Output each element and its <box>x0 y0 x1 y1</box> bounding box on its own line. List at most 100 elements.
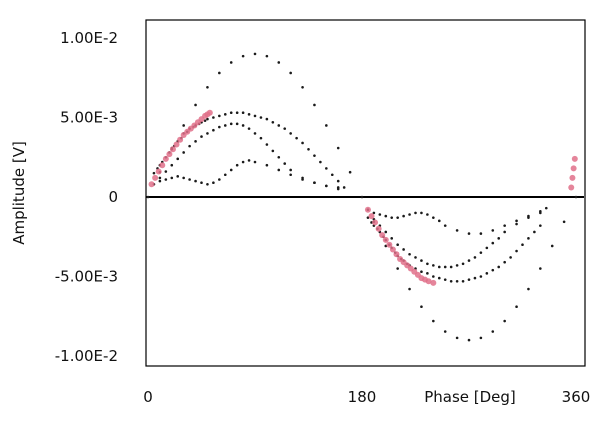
data-point <box>503 260 506 264</box>
data-point <box>527 237 530 240</box>
data-point <box>289 173 292 177</box>
data-point <box>223 173 227 177</box>
data-point <box>539 267 542 270</box>
data-point <box>390 237 394 240</box>
data-point <box>170 176 174 180</box>
data-point <box>437 276 441 280</box>
data-point <box>396 216 399 219</box>
data-point <box>301 85 304 89</box>
data-point <box>241 111 245 115</box>
data-point <box>188 144 191 148</box>
data-point <box>155 168 162 175</box>
data-point <box>408 252 411 256</box>
data-point <box>364 206 371 213</box>
data-point <box>568 184 575 191</box>
data-point <box>393 251 400 258</box>
data-point <box>206 85 209 89</box>
data-point <box>550 244 554 248</box>
data-point <box>307 148 310 151</box>
data-point <box>289 132 292 135</box>
data-point <box>544 206 548 210</box>
data-point <box>235 163 239 167</box>
data-point <box>382 236 389 243</box>
data-point <box>301 141 304 145</box>
data-point <box>437 219 441 223</box>
data-point <box>432 275 435 278</box>
data-point <box>158 179 162 183</box>
x-axis-title: Phase [Deg] <box>424 388 516 406</box>
data-point <box>229 168 233 172</box>
data-point <box>443 278 447 281</box>
y-tick-label: -1.00E-2 <box>55 347 118 365</box>
data-point <box>158 176 162 180</box>
data-point <box>336 186 340 189</box>
data-point <box>265 54 269 58</box>
data-point <box>212 128 215 132</box>
data-point <box>574 195 578 199</box>
data-point <box>491 330 495 333</box>
data-point <box>432 216 435 219</box>
data-point <box>301 178 304 181</box>
data-point <box>182 176 185 180</box>
data-point <box>348 170 352 174</box>
data-point <box>218 71 221 75</box>
data-point <box>182 151 185 154</box>
data-point <box>539 224 542 227</box>
data-point <box>396 267 399 270</box>
data-point <box>509 256 512 259</box>
data-point <box>325 167 328 170</box>
data-point <box>414 211 417 215</box>
data-point <box>277 61 281 64</box>
data-point <box>479 251 483 254</box>
data-point <box>461 262 465 266</box>
data-point <box>455 229 459 232</box>
data-point <box>176 175 180 178</box>
data-point <box>479 336 483 340</box>
data-point <box>289 71 292 75</box>
data-point <box>313 181 316 184</box>
data-point <box>408 287 411 291</box>
data-point <box>449 279 453 283</box>
data-point <box>200 181 203 184</box>
data-point <box>430 279 437 286</box>
x-tick-labels: 0 180 360 <box>143 388 590 406</box>
y-tick-label: 5.00E-3 <box>60 109 118 127</box>
data-point <box>368 213 375 220</box>
data-point <box>188 178 191 181</box>
data-point <box>253 52 257 56</box>
data-point <box>218 178 221 181</box>
y-tick-label: -5.00E-3 <box>55 268 118 286</box>
y-tick-labels: 1.00E-2 5.00E-3 0 -5.00E-3 -1.00E-2 <box>55 29 118 365</box>
data-point <box>194 179 197 183</box>
data-point <box>313 103 316 107</box>
data-point <box>372 211 376 215</box>
data-point <box>200 135 203 138</box>
data-point <box>241 160 245 164</box>
data-point <box>479 232 483 235</box>
data-point <box>515 219 518 223</box>
y-tick-label: 1.00E-2 <box>60 29 118 47</box>
data-point <box>162 155 169 162</box>
data-point <box>432 319 435 323</box>
data-point <box>152 171 156 175</box>
data-point <box>194 103 197 107</box>
data-point <box>295 136 298 140</box>
data-point <box>571 155 578 162</box>
data-point <box>253 160 257 164</box>
y-tick-label: 0 <box>108 188 118 206</box>
data-point <box>527 287 530 291</box>
data-point <box>384 230 388 234</box>
data-point <box>533 230 536 234</box>
data-point <box>247 127 251 130</box>
data-point <box>170 163 174 167</box>
data-point <box>443 265 447 269</box>
data-point <box>467 259 471 262</box>
data-point <box>313 154 316 157</box>
data-point <box>390 216 394 219</box>
data-point <box>479 275 483 278</box>
data-point <box>277 155 281 159</box>
data-point <box>206 117 209 121</box>
data-point <box>218 125 221 129</box>
data-point <box>375 225 382 232</box>
data-point <box>420 270 423 274</box>
